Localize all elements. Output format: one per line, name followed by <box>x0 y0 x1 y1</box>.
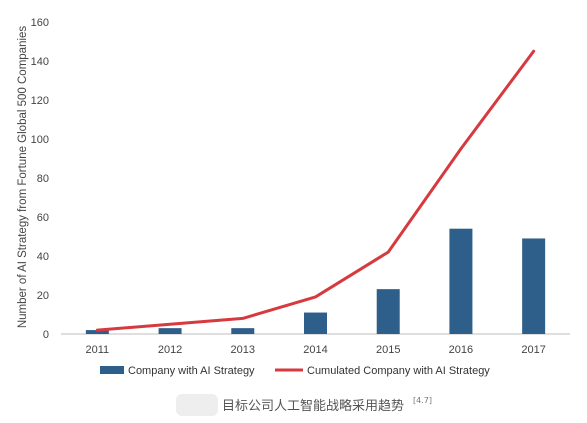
y-tick-label: 80 <box>37 173 49 185</box>
y-axis-ticks: 0 20 40 60 80 100 120 140 160 <box>31 17 49 341</box>
cumulated-line <box>95 49 536 332</box>
bar <box>522 238 546 334</box>
x-tick-label: 2014 <box>303 344 327 356</box>
bar <box>158 328 182 334</box>
bar <box>304 312 327 334</box>
legend-line-label: Cumulated Company with AI Strategy <box>307 365 490 377</box>
x-tick-label: 2017 <box>521 344 545 356</box>
y-axis-title: Number of AI Strategy from Fortune Globa… <box>17 26 29 329</box>
legend-bar-label: Company with AI Strategy <box>128 365 255 377</box>
bar <box>85 330 109 334</box>
legend-bar-swatch <box>100 366 124 374</box>
x-tick-label: 2015 <box>376 344 400 356</box>
x-tick-label: 2016 <box>449 344 473 356</box>
caption-ref: [4.7] <box>413 396 432 405</box>
caption-text: 目标公司人工智能战略采用趋势 <box>222 398 404 414</box>
bar <box>449 228 473 334</box>
x-tick-label: 2011 <box>86 344 110 356</box>
caption: 目标公司人工智能战略采用趋势 [4.7] <box>176 394 432 416</box>
y-tick-label: 40 <box>37 251 49 263</box>
y-tick-label: 100 <box>31 134 49 146</box>
y-tick-label: 60 <box>37 212 49 224</box>
x-tick-label: 2013 <box>231 344 255 356</box>
caption-logo-blur <box>176 394 218 416</box>
y-tick-label: 160 <box>31 17 49 29</box>
bar <box>376 289 400 334</box>
y-tick-label: 140 <box>31 56 49 68</box>
x-axis-ticks: 2011 2012 2013 2014 2015 2016 2017 <box>86 344 546 356</box>
legend: Company with AI Strategy Cumulated Compa… <box>100 365 490 377</box>
bar-series <box>85 228 546 334</box>
y-tick-label: 120 <box>31 95 49 107</box>
y-tick-label: 0 <box>43 329 49 341</box>
bar <box>231 328 255 334</box>
y-axis-title-group: Number of AI Strategy from Fortune Globa… <box>17 26 29 329</box>
y-tick-label: 20 <box>37 290 49 302</box>
x-tick-label: 2012 <box>158 344 182 356</box>
